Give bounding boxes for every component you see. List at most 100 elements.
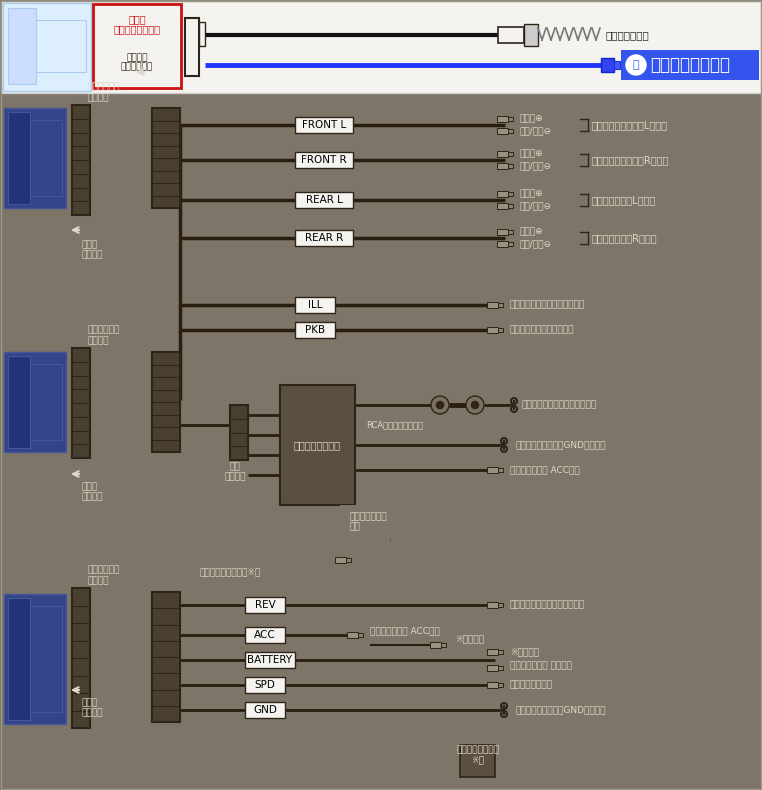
FancyBboxPatch shape bbox=[358, 633, 363, 637]
FancyBboxPatch shape bbox=[245, 597, 285, 613]
FancyBboxPatch shape bbox=[498, 650, 503, 654]
FancyBboxPatch shape bbox=[8, 598, 30, 720]
FancyBboxPatch shape bbox=[508, 204, 513, 208]
Text: １０Ｐ
カプラー: １０Ｐ カプラー bbox=[82, 240, 104, 259]
FancyBboxPatch shape bbox=[508, 192, 513, 196]
FancyBboxPatch shape bbox=[487, 682, 498, 688]
FancyBboxPatch shape bbox=[524, 24, 538, 46]
Text: ILL: ILL bbox=[308, 300, 322, 310]
FancyBboxPatch shape bbox=[8, 8, 36, 84]
Text: （紫）⊕: （紫）⊕ bbox=[520, 228, 543, 236]
FancyBboxPatch shape bbox=[295, 230, 353, 246]
FancyBboxPatch shape bbox=[4, 108, 66, 208]
Text: ※予備端子: ※予備端子 bbox=[455, 634, 484, 644]
Text: ２８Ｐ
カプラー: ２８Ｐ カプラー bbox=[82, 698, 104, 717]
FancyBboxPatch shape bbox=[30, 120, 62, 196]
FancyBboxPatch shape bbox=[487, 327, 498, 333]
Text: （赤）＋１２Ｖ ACC電源: （赤）＋１２Ｖ ACC電源 bbox=[370, 626, 440, 635]
Text: ポジタップ（付属）※１: ポジタップ（付属）※１ bbox=[200, 567, 261, 577]
Text: 車両側: 車両側 bbox=[128, 14, 146, 24]
Text: 青: 青 bbox=[632, 60, 639, 70]
FancyBboxPatch shape bbox=[497, 241, 508, 247]
FancyBboxPatch shape bbox=[8, 356, 30, 448]
Text: （白）⊕: （白）⊕ bbox=[520, 115, 543, 123]
FancyBboxPatch shape bbox=[487, 467, 498, 473]
Text: リアスピーカーL（左）: リアスピーカーL（左） bbox=[592, 195, 656, 205]
FancyBboxPatch shape bbox=[295, 297, 335, 313]
Text: （紫/黒）⊖: （紫/黒）⊖ bbox=[520, 239, 552, 249]
FancyBboxPatch shape bbox=[295, 192, 353, 208]
FancyBboxPatch shape bbox=[497, 151, 508, 157]
Text: REAR L: REAR L bbox=[306, 195, 342, 205]
FancyBboxPatch shape bbox=[498, 603, 503, 607]
FancyBboxPatch shape bbox=[508, 117, 513, 121]
Text: リバース信号に
接続: リバース信号に 接続 bbox=[350, 512, 388, 532]
Text: 市販ナビ、バックカメラ入力へ: 市販ナビ、バックカメラ入力へ bbox=[522, 401, 597, 409]
FancyBboxPatch shape bbox=[508, 242, 513, 246]
FancyBboxPatch shape bbox=[72, 105, 90, 215]
FancyBboxPatch shape bbox=[36, 20, 86, 72]
FancyBboxPatch shape bbox=[230, 405, 248, 460]
FancyBboxPatch shape bbox=[340, 505, 390, 543]
FancyBboxPatch shape bbox=[245, 652, 295, 668]
FancyBboxPatch shape bbox=[72, 588, 90, 728]
FancyBboxPatch shape bbox=[295, 117, 353, 133]
Text: BATTERY: BATTERY bbox=[248, 655, 293, 665]
Circle shape bbox=[466, 396, 484, 414]
Text: リアスピーカーR（右）: リアスピーカーR（右） bbox=[592, 233, 658, 243]
Text: ３０Ｐ
カプラー: ３０Ｐ カプラー bbox=[82, 482, 104, 502]
FancyBboxPatch shape bbox=[497, 116, 508, 122]
FancyBboxPatch shape bbox=[245, 677, 285, 693]
FancyBboxPatch shape bbox=[498, 328, 503, 332]
FancyBboxPatch shape bbox=[498, 303, 503, 307]
FancyBboxPatch shape bbox=[1, 1, 761, 93]
FancyBboxPatch shape bbox=[508, 129, 513, 133]
Text: （青）車速パルス: （青）車速パルス bbox=[510, 680, 553, 690]
FancyBboxPatch shape bbox=[497, 128, 508, 134]
FancyBboxPatch shape bbox=[3, 3, 91, 91]
Text: 車両側３０Ｐ
カプラー: 車両側３０Ｐ カプラー bbox=[88, 325, 120, 345]
Text: （緑）⊕: （緑）⊕ bbox=[520, 190, 543, 198]
FancyBboxPatch shape bbox=[498, 27, 524, 43]
FancyBboxPatch shape bbox=[72, 348, 90, 458]
Text: （黒）車両アース（GND）に接続: （黒）車両アース（GND）に接続 bbox=[515, 441, 606, 450]
Text: （灰）⊕: （灰）⊕ bbox=[520, 149, 543, 159]
FancyBboxPatch shape bbox=[487, 602, 498, 608]
Text: FRONT L: FRONT L bbox=[302, 120, 346, 130]
FancyBboxPatch shape bbox=[346, 558, 351, 562]
Text: 車両側２８Ｐ
カプラー: 車両側２８Ｐ カプラー bbox=[88, 566, 120, 585]
FancyBboxPatch shape bbox=[335, 557, 346, 563]
FancyBboxPatch shape bbox=[430, 642, 441, 648]
FancyBboxPatch shape bbox=[601, 58, 614, 72]
Text: PKB: PKB bbox=[305, 325, 325, 335]
Text: ２０ピンカプラー
※２: ２０ピンカプラー ※２ bbox=[456, 745, 500, 765]
Text: フロントスピーカーR（右）: フロントスピーカーR（右） bbox=[592, 155, 669, 165]
Text: （緑）パーキングブレーキ: （緑）パーキングブレーキ bbox=[510, 325, 575, 334]
FancyBboxPatch shape bbox=[508, 164, 513, 168]
Text: （橙）イルミネーション用電源: （橙）イルミネーション用電源 bbox=[510, 300, 585, 310]
FancyBboxPatch shape bbox=[245, 627, 285, 643]
FancyBboxPatch shape bbox=[614, 61, 620, 69]
Text: SPD: SPD bbox=[255, 680, 275, 690]
Text: （白）リバース（バック）信号: （白）リバース（バック）信号 bbox=[510, 600, 585, 610]
FancyBboxPatch shape bbox=[295, 152, 353, 168]
Circle shape bbox=[431, 396, 449, 414]
Text: RCAケーブル（付属）: RCAケーブル（付属） bbox=[367, 420, 424, 429]
FancyBboxPatch shape bbox=[93, 4, 181, 88]
FancyBboxPatch shape bbox=[8, 112, 30, 204]
FancyBboxPatch shape bbox=[295, 322, 335, 338]
FancyBboxPatch shape bbox=[487, 302, 498, 308]
FancyBboxPatch shape bbox=[498, 468, 503, 472]
FancyBboxPatch shape bbox=[152, 592, 180, 722]
Text: アンテナプラグ: アンテナプラグ bbox=[605, 30, 648, 40]
FancyBboxPatch shape bbox=[487, 665, 498, 671]
Text: （黄）＋１２Ｖ 常時電源: （黄）＋１２Ｖ 常時電源 bbox=[510, 661, 572, 671]
Text: （白/黒）⊖: （白/黒）⊖ bbox=[520, 126, 552, 136]
FancyBboxPatch shape bbox=[441, 643, 446, 647]
FancyBboxPatch shape bbox=[185, 18, 199, 76]
Text: REAR R: REAR R bbox=[305, 233, 343, 243]
Circle shape bbox=[472, 401, 479, 408]
Text: （赤）＋１２Ｖ ACC電源: （赤）＋１２Ｖ ACC電源 bbox=[510, 465, 580, 475]
FancyBboxPatch shape bbox=[30, 606, 62, 712]
FancyBboxPatch shape bbox=[621, 50, 759, 80]
